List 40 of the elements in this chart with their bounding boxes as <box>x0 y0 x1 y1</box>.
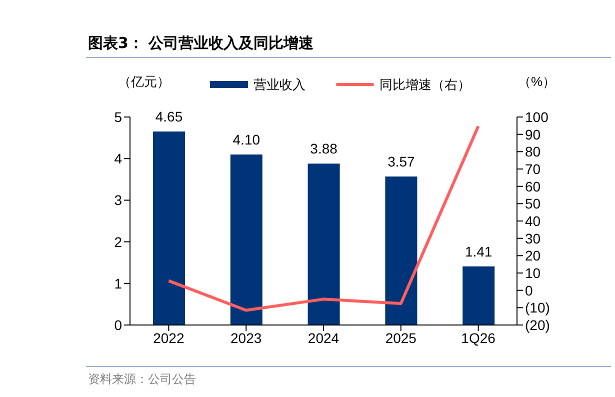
y-tick-label: 3 <box>114 192 122 208</box>
bar <box>153 132 185 325</box>
bar <box>308 164 340 325</box>
y-tick-label: 5 <box>114 108 122 125</box>
legend-label: 营业收入 <box>252 76 306 94</box>
bar <box>385 176 418 325</box>
x-tick-label: 2022 <box>153 330 184 346</box>
bar <box>462 266 495 325</box>
y2-tick-label: 90 <box>525 126 541 142</box>
text: 资料来源：公司公告 <box>88 371 196 388</box>
data-label: 4.65 <box>155 108 183 125</box>
y2-tick-label: 40 <box>525 212 541 229</box>
y2-tick-label: 10 <box>525 264 541 281</box>
y2-tick-label: (20) <box>525 316 550 333</box>
y2-tick-label: 70 <box>525 160 541 177</box>
y2-tick-label: 50 <box>525 196 541 212</box>
y2-tick-label: 0 <box>525 282 533 298</box>
data-label: 3.57 <box>388 153 416 170</box>
data-label: 4.10 <box>232 131 260 148</box>
y2-tick-label: 20 <box>525 248 541 264</box>
y2-tick-label: 60 <box>525 178 541 194</box>
x-tick-label: 2024 <box>308 330 340 346</box>
legend-label: 同比增速（右） <box>378 76 470 94</box>
data-label: 3.88 <box>310 140 338 157</box>
y2-axis-title: （%） <box>518 73 556 91</box>
bar <box>230 154 262 325</box>
y2-tick-label: 30 <box>525 230 541 246</box>
y2-tick-label: 100 <box>525 108 549 125</box>
data-label: 1.41 <box>464 243 492 260</box>
y2-tick-label: (10) <box>525 300 550 316</box>
y2-tick-label: 80 <box>525 144 541 160</box>
chart-title: 图表3： 公司营业收入及同比增速 <box>88 34 314 53</box>
x-tick-label: 1Q26 <box>461 330 496 346</box>
x-tick-label: 2025 <box>385 330 417 346</box>
y-tick-label: 1 <box>114 275 122 292</box>
y-tick-label: 4 <box>114 150 122 167</box>
x-tick-label: 2023 <box>230 330 262 346</box>
y-axis-title: （亿元） <box>118 73 170 91</box>
y-tick-label: 2 <box>114 234 122 250</box>
y-tick-label: 0 <box>114 316 122 333</box>
